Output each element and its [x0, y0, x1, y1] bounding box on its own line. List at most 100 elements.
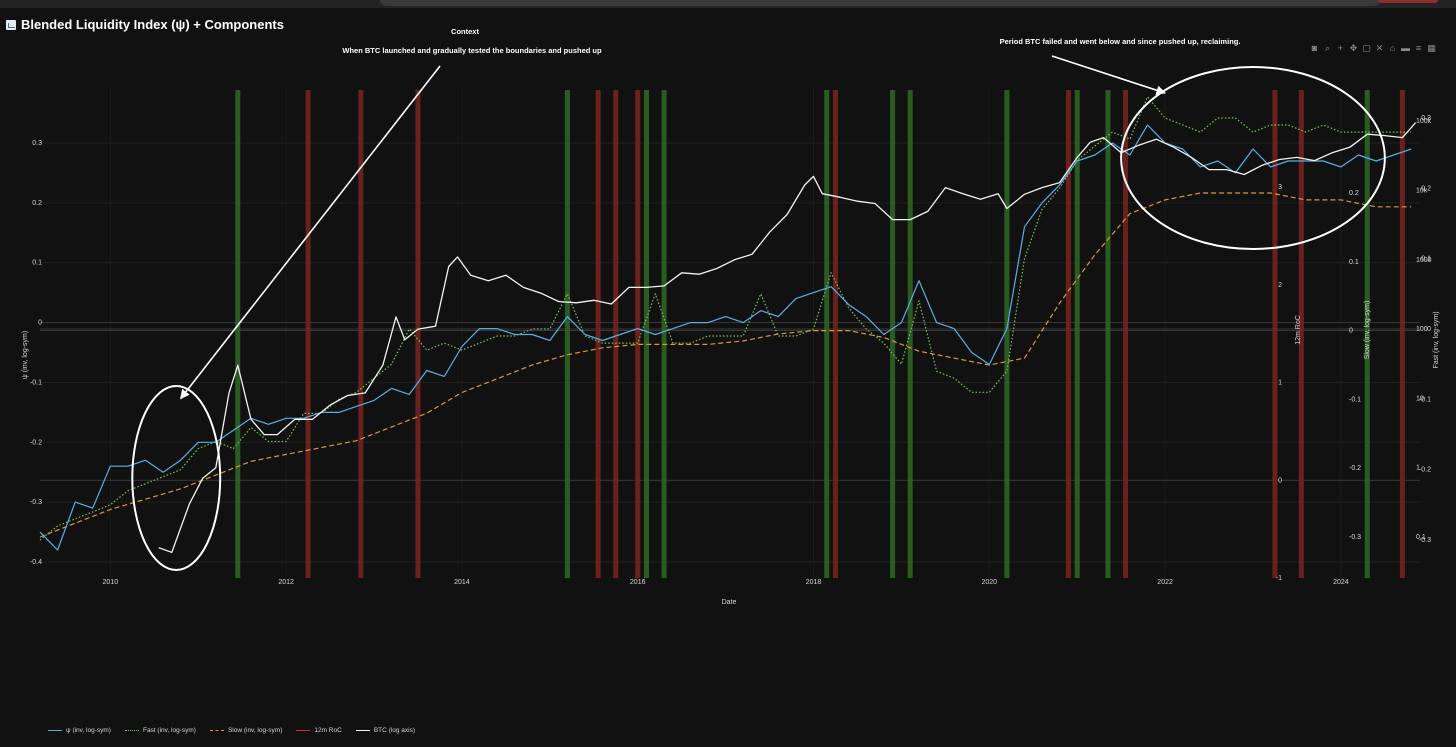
btc-tick-label-0: 0.1 — [1416, 534, 1426, 541]
psi-tick-label-2: -0.2 — [30, 439, 42, 446]
window-close-strip[interactable] — [1378, 0, 1438, 3]
legend: ψ (inv, log-sym) Fast (inv, log-sym) Slo… — [48, 727, 415, 734]
roc-band-green-9 — [1105, 90, 1111, 578]
roc-band-green-2 — [643, 90, 649, 578]
fast-tick-label-6: 0.3 — [1421, 115, 1431, 122]
legend-label-roc: 12m RoC — [314, 727, 342, 734]
roc-band-red-2 — [415, 90, 421, 578]
autoscale-icon[interactable]: ⌂ — [1389, 43, 1396, 53]
annotation-reclaim-text: Period BTC failed and went below and sin… — [1000, 37, 1241, 46]
psi-tick-label-4: 0 — [38, 320, 42, 327]
roc-tick-label-0: -1 — [1276, 575, 1282, 582]
roc-band-green-0 — [235, 90, 241, 578]
roc-band-green-10 — [1364, 90, 1370, 578]
legend-item-slow[interactable]: Slow (inv, log-sym) — [209, 727, 283, 734]
series-line-psi — [39, 124, 1412, 551]
fast-tick-label-1: -0.2 — [1419, 467, 1431, 474]
slow-tick-label-2: -0.1 — [1349, 396, 1361, 403]
slow-tick-label-3: 0 — [1349, 328, 1353, 335]
btc-tick-label-2: 10 — [1416, 395, 1424, 402]
annotation-context-text: When BTC launched and gradually tested t… — [342, 46, 602, 55]
chart-icon — [6, 19, 16, 30]
btc-tick-label-4: 1000 — [1416, 257, 1432, 264]
roc-tick-label-2: 1 — [1278, 380, 1282, 387]
logo-icon[interactable]: ▦ — [1427, 43, 1436, 53]
annotation-context-title: Context — [451, 27, 479, 36]
roc-band-red-5 — [635, 90, 641, 578]
roc-band-green-4 — [824, 90, 830, 578]
legend-label-btc: BTC (log axis) — [373, 727, 416, 734]
legend-label-slow: Slow (inv, log-sym) — [227, 727, 283, 734]
fast-tick-label-2: -0.1 — [1419, 396, 1431, 403]
roc-band-green-7 — [1004, 90, 1010, 578]
roc-band-green-8 — [1074, 90, 1080, 578]
roc-band-red-1 — [358, 90, 364, 578]
roc-band-red-11 — [1399, 90, 1405, 578]
slow-tick-label-1: -0.2 — [1349, 465, 1361, 472]
x-tick-label-6: 2022 — [1157, 579, 1173, 586]
slow-axis-title: Slow (inv, log-sym) — [1364, 301, 1371, 360]
psi-tick-label-3: -0.1 — [30, 379, 42, 386]
annotation-ellipse-reclaim — [1120, 66, 1386, 250]
roc-band-red-7 — [1065, 90, 1071, 578]
legend-item-roc[interactable]: 12m RoC — [296, 727, 342, 734]
grid-lines — [40, 88, 1420, 578]
hover-compare-icon[interactable]: ≡ — [1415, 43, 1422, 53]
roc-band-green-5 — [890, 90, 896, 578]
pan-icon[interactable]: ✥ — [1349, 43, 1358, 53]
x-tick-label-2: 2014 — [454, 579, 470, 586]
roc-band-red-3 — [595, 90, 601, 578]
legend-item-psi[interactable]: ψ (inv, log-sym) — [48, 727, 111, 734]
slow-tick-label-5: 0.2 — [1349, 190, 1359, 197]
legend-swatch-roc — [296, 730, 311, 731]
zoom-icon[interactable]: ⌕ — [1324, 43, 1331, 53]
x-tick-label-5: 2020 — [982, 579, 998, 586]
camera-icon[interactable]: ◙ — [1311, 43, 1318, 53]
series-lines — [39, 96, 1417, 554]
hover-closest-icon[interactable]: ▬ — [1401, 43, 1410, 53]
roc-band-red-6 — [832, 90, 838, 578]
roc-band-green-6 — [907, 90, 913, 578]
fast-tick-label-0: -0.3 — [1419, 537, 1431, 544]
roc-tick-label-4: 3 — [1278, 184, 1282, 191]
psi-tick-label-7: 0.3 — [32, 140, 42, 147]
roc-bands — [235, 90, 1405, 578]
series-line-btc — [158, 122, 1417, 554]
chart-header: Blended Liquidity Index (ψ) + Components — [6, 17, 284, 32]
x-axis-title: Date — [722, 599, 737, 606]
fast-tick-label-5: 0.2 — [1421, 185, 1431, 192]
slow-tick-label-0: -0.3 — [1349, 534, 1361, 541]
fast-axis-title: Fast (inv, log-sym) — [1433, 311, 1440, 368]
x-tick-label-3: 2016 — [630, 579, 646, 586]
roc-band-red-8 — [1123, 90, 1129, 578]
roc-tick-label-1: 0 — [1278, 477, 1282, 484]
btc-tick-label-1: 1 — [1416, 465, 1420, 472]
btc-tick-label-3: 100 — [1416, 326, 1428, 333]
series-line-slow — [39, 192, 1412, 538]
legend-item-fast[interactable]: Fast (inv, log-sym) — [124, 727, 196, 734]
window-top-strip — [0, 0, 1456, 8]
x-tick-label-7: 2024 — [1333, 579, 1349, 586]
box-select-icon[interactable]: ▢ — [1362, 43, 1371, 53]
fast-tick-label-4: 0.1 — [1421, 256, 1431, 263]
psi-tick-label-6: 0.2 — [32, 200, 42, 207]
annotation-arrow-reclaim — [1051, 55, 1167, 95]
annotation-ellipse-context — [131, 385, 222, 571]
btc-tick-label-6: 100k — [1416, 118, 1432, 125]
legend-swatch-btc — [355, 730, 370, 731]
lasso-icon[interactable]: ✕ — [1375, 43, 1384, 53]
psi-tick-label-1: -0.3 — [30, 499, 42, 506]
tick-labels: 2010 2012 2014 2016 2018 2020 2022 2024-0.4-0.3… — [30, 115, 1432, 586]
legend-swatch-slow — [209, 730, 224, 731]
legend-label-fast: Fast (inv, log-sym) — [142, 727, 196, 734]
plus-icon[interactable]: + — [1337, 43, 1344, 53]
fast-tick-label-3: 0 — [1427, 326, 1431, 333]
modebar: ◙ ⌕ + ✥ ▢ ✕ ⌂ ▬ ≡ ▦ — [1310, 43, 1436, 53]
btc-tick-label-5: 10k — [1416, 188, 1428, 195]
roc-tick-label-3: 2 — [1278, 282, 1282, 289]
legend-item-btc[interactable]: BTC (log axis) — [355, 727, 416, 734]
roc-band-red-4 — [613, 90, 619, 578]
legend-swatch-psi — [48, 730, 62, 731]
legend-label-psi: ψ (inv, log-sym) — [66, 727, 111, 734]
